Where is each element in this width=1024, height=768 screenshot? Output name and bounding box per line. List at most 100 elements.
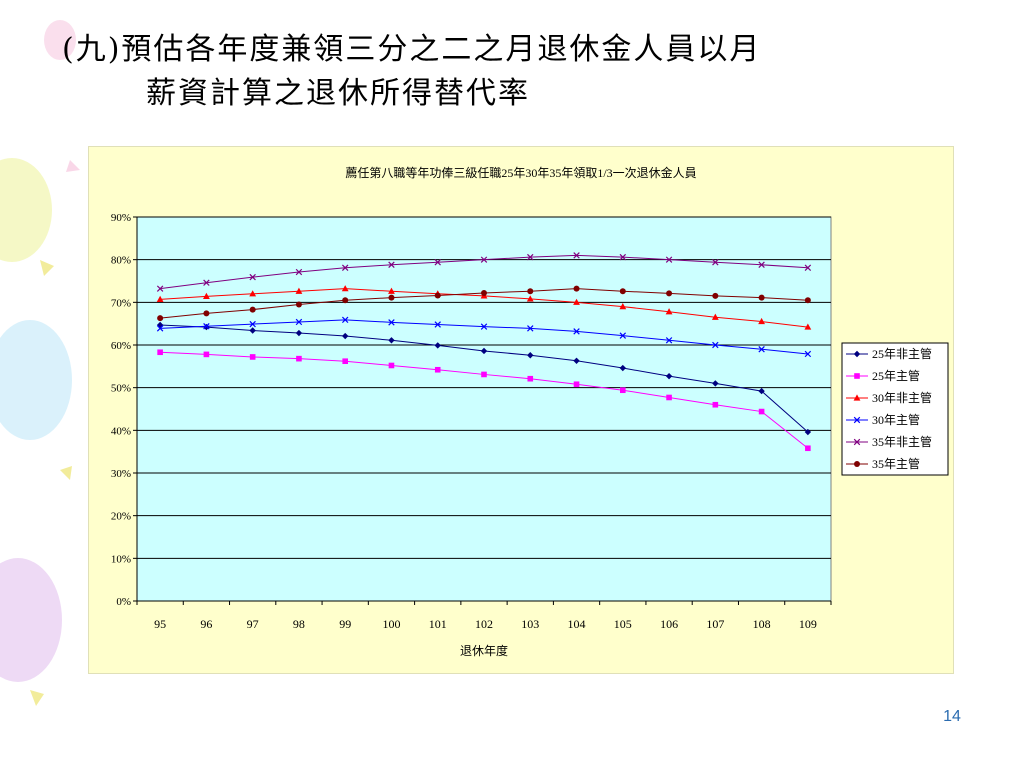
- data-point: [203, 292, 210, 299]
- data-point: [527, 325, 534, 332]
- legend-marker: [853, 394, 861, 401]
- chart-area: 薦任第八職等年功俸三級任職25年30年35年領取1/3一次退休金人員 0% 10% 2…: [88, 146, 954, 674]
- data-point: [758, 387, 765, 395]
- slide-title: (九)預估各年度兼領三分之二之月退休金人員以月 薪資計算之退休所得替代率: [62, 28, 962, 116]
- x-tick-label: 105: [614, 617, 632, 631]
- data-point: [203, 351, 210, 358]
- legend-label: 35年主管: [872, 456, 920, 471]
- data-point: [665, 256, 673, 263]
- y-tick-label: 0%: [116, 596, 131, 608]
- data-point: [342, 358, 348, 365]
- legend-box: [841, 342, 949, 476]
- x-tick-label: 96: [200, 617, 212, 631]
- legend-marker: [853, 350, 861, 358]
- legend-marker: [853, 416, 861, 424]
- x-tick-label: 99: [339, 617, 351, 631]
- data-point: [388, 362, 395, 369]
- y-tick-label: 80%: [111, 255, 131, 267]
- data-point: [157, 349, 163, 356]
- legend-item: 35年非主管: [846, 434, 932, 449]
- data-point: [203, 323, 210, 330]
- x-tick-label: 100: [382, 617, 400, 631]
- page-number: 14: [943, 708, 961, 725]
- data-point: [249, 320, 256, 328]
- y-tick-label: 50%: [111, 383, 131, 395]
- data-point: [619, 303, 627, 310]
- data-point: [666, 394, 672, 401]
- y-tick-label: 40%: [111, 425, 131, 437]
- data-point: [573, 357, 580, 364]
- data-point: [481, 289, 487, 296]
- legend-marker: [854, 373, 860, 379]
- data-point: [342, 297, 349, 304]
- decorative-balloons: [0, 20, 80, 706]
- data-point: [203, 279, 210, 286]
- data-point: [342, 332, 349, 340]
- data-point: [758, 261, 765, 269]
- data-point: [480, 347, 488, 355]
- data-point: [712, 341, 719, 349]
- data-point: [573, 298, 580, 305]
- legend-marker: [854, 461, 860, 467]
- data-point: [804, 264, 812, 271]
- data-point: [434, 292, 441, 299]
- data-point: [157, 315, 164, 322]
- data-point: [619, 364, 626, 372]
- data-point: [527, 253, 534, 261]
- data-point: [203, 323, 210, 331]
- data-point: [480, 323, 488, 330]
- data-point: [203, 310, 210, 317]
- chart-title: 薦任第八職等年功俸三級任職25年30年35年領取1/3一次退休金人員: [345, 165, 696, 180]
- y-tick-label: 10%: [111, 553, 131, 565]
- legend-label: 30年非主管: [872, 390, 932, 405]
- x-axis-label: 退休年度: [460, 643, 508, 658]
- data-point: [758, 346, 765, 353]
- data-point: [804, 297, 811, 304]
- data-point: [665, 372, 673, 380]
- data-point: [712, 259, 719, 266]
- data-point: [619, 332, 627, 339]
- x-tick-label: 108: [753, 617, 771, 631]
- x-tick-label: 98: [293, 617, 305, 631]
- data-point: [573, 252, 580, 259]
- data-point: [666, 290, 673, 297]
- data-point: [527, 375, 534, 382]
- data-point: [249, 306, 256, 313]
- x-tick-label: 95: [154, 617, 166, 631]
- x-tick-label: 109: [799, 617, 817, 631]
- x-tick-label: 106: [660, 617, 678, 631]
- y-tick-label: 30%: [111, 468, 131, 480]
- data-point: [526, 295, 534, 302]
- slide-title-line2: 薪資計算之退休所得替代率: [146, 76, 530, 111]
- data-point: [249, 273, 256, 281]
- data-point: [388, 319, 395, 326]
- data-point: [434, 366, 441, 373]
- data-point: [480, 256, 488, 263]
- x-tick-label: 104: [568, 617, 586, 631]
- data-point: [296, 355, 302, 362]
- data-point: [758, 408, 765, 415]
- data-point: [156, 285, 164, 292]
- data-point: [295, 329, 303, 337]
- data-point: [434, 259, 441, 266]
- legend-marker: [853, 438, 861, 446]
- data-point: [665, 337, 673, 344]
- data-point: [295, 287, 303, 294]
- line-chart: 薦任第八職等年功俸三級任職25年30年35年領取1/3一次退休金人員 0% 10% 2…: [111, 165, 949, 658]
- data-point: [804, 428, 812, 436]
- series-5: [156, 252, 812, 292]
- series-4: [156, 316, 812, 358]
- data-point: [156, 325, 164, 332]
- series-6: [157, 285, 811, 322]
- data-point: [758, 317, 765, 325]
- data-point: [156, 295, 164, 302]
- data-point: [712, 380, 719, 387]
- legend-item: 25年主管: [846, 368, 920, 383]
- data-point: [341, 316, 349, 324]
- series-2: [157, 349, 811, 452]
- y-tick-label: 90%: [111, 212, 131, 224]
- data-point: [249, 354, 256, 360]
- data-point: [805, 445, 811, 452]
- data-point: [249, 290, 257, 297]
- data-point: [527, 288, 534, 295]
